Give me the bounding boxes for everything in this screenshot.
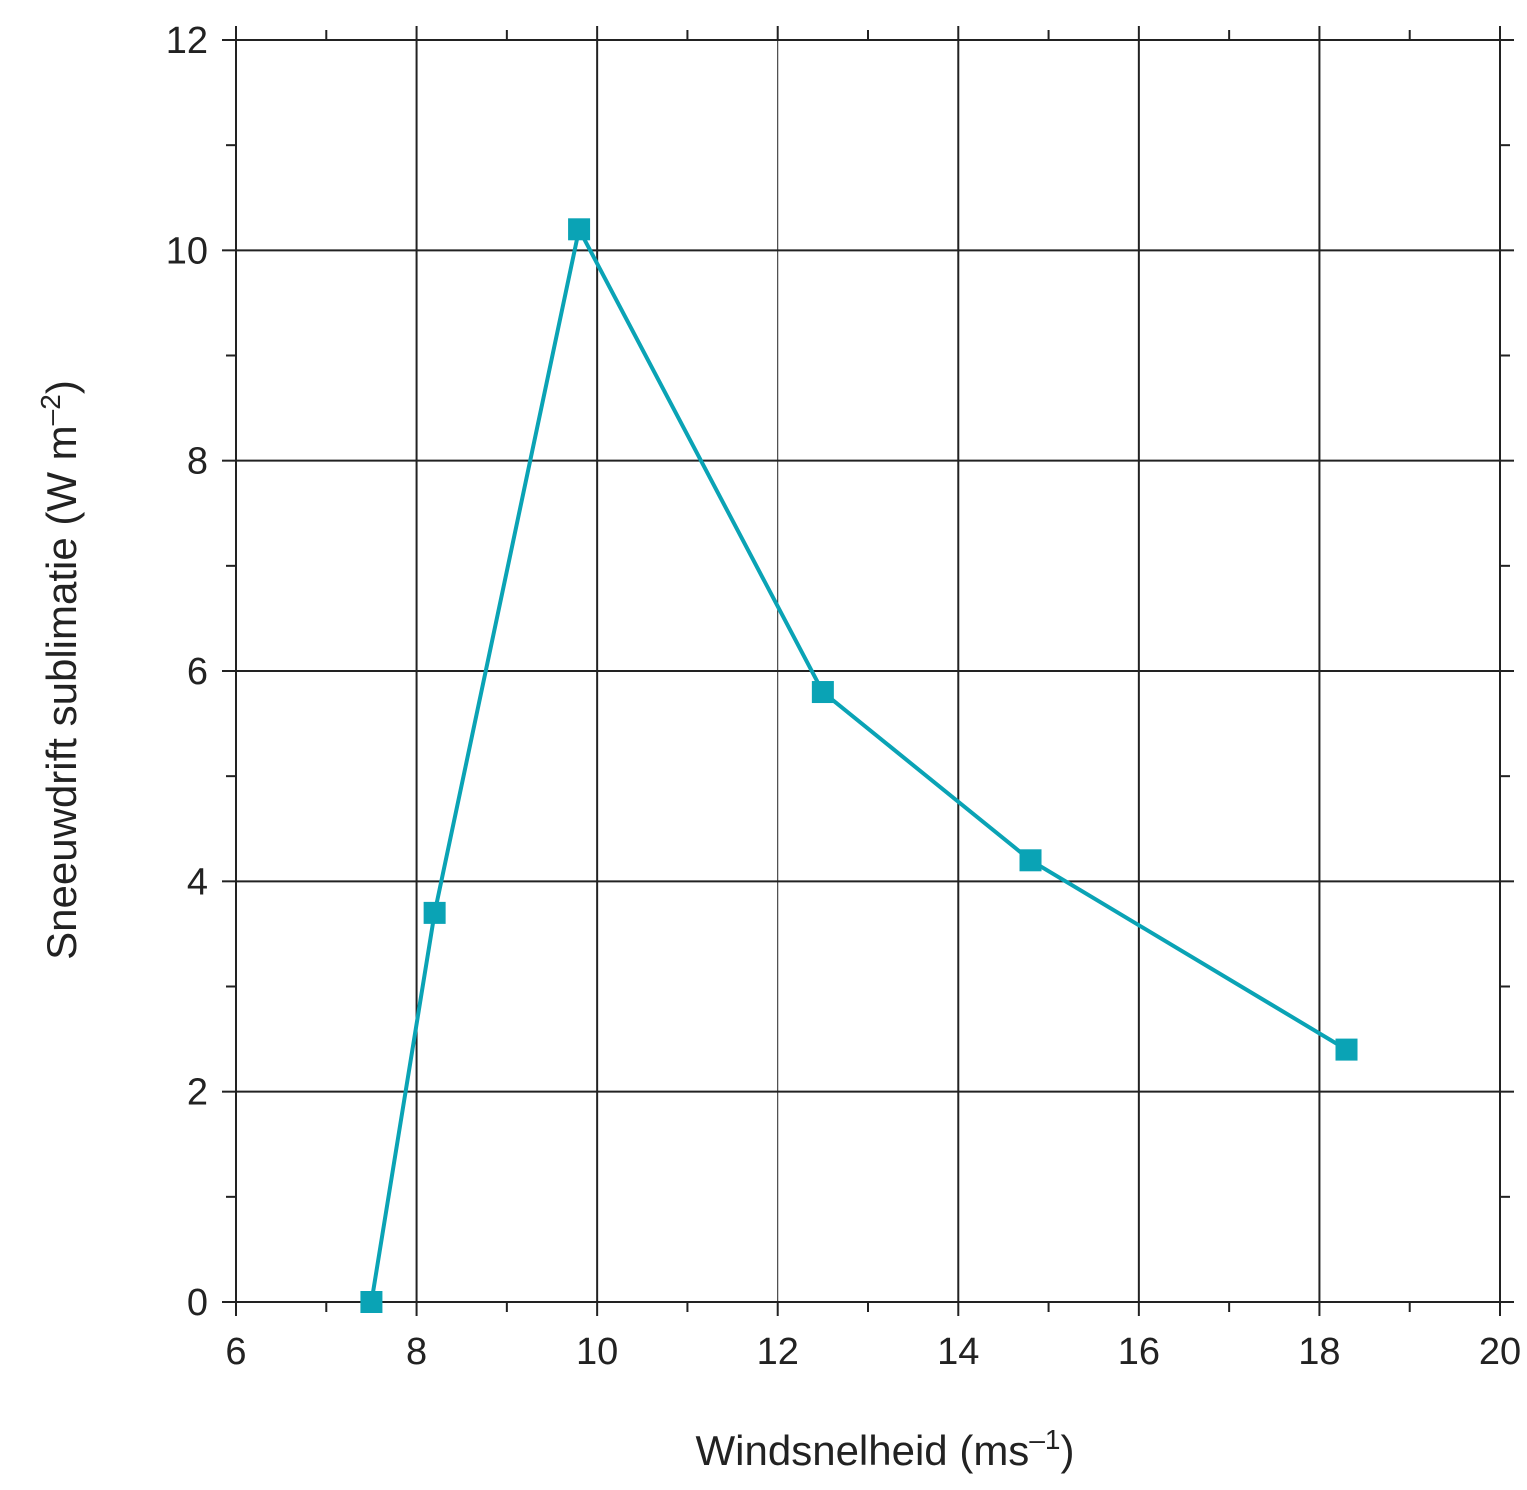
y-tick-label-0: 0 xyxy=(187,1282,208,1324)
axis-ticks xyxy=(222,26,1514,1316)
data-point-marker xyxy=(1019,849,1042,872)
x-axis-title-main: Windsnelheid (ms xyxy=(696,1427,1030,1474)
y-tick-label-4: 4 xyxy=(187,861,208,903)
data-point-marker xyxy=(811,681,834,704)
x-tick-label-20: 20 xyxy=(1479,1331,1521,1373)
y-axis-title-main: Sneeuwdrift sublimatie (W m xyxy=(38,425,85,960)
x-tick-label-12: 12 xyxy=(757,1331,799,1373)
x-axis-title-sup: –1 xyxy=(1029,1424,1060,1455)
data-point-marker xyxy=(423,901,446,924)
series-line xyxy=(369,223,1348,1303)
y-tick-label-2: 2 xyxy=(187,1072,208,1114)
x-tick-label-10: 10 xyxy=(576,1331,618,1373)
data-point-marker xyxy=(360,1291,383,1313)
y-tick-label-6: 6 xyxy=(187,651,208,693)
x-tick-label-18: 18 xyxy=(1298,1331,1340,1373)
data-point-marker xyxy=(568,218,591,241)
data-point-marker xyxy=(1335,1038,1358,1061)
x-tick-label-8: 8 xyxy=(406,1331,427,1373)
y-tick-label-10: 10 xyxy=(166,230,208,272)
y-axis-title-end: ) xyxy=(38,380,85,394)
x-tick-label-6: 6 xyxy=(225,1331,246,1373)
x-tick-labels: 6 8 10 12 14 16 18 20 xyxy=(225,1331,1521,1373)
x-tick-label-16: 16 xyxy=(1118,1331,1160,1373)
y-axis-title-sup: –2 xyxy=(35,394,66,425)
series-layer xyxy=(360,218,1358,1313)
x-axis-title-end: ) xyxy=(1060,1427,1074,1474)
x-tick-label-14: 14 xyxy=(937,1331,979,1373)
x-axis-title: Windsnelheid (ms–1) xyxy=(696,1424,1075,1474)
y-tick-label-8: 8 xyxy=(187,441,208,483)
y-axis-title: Sneeuwdrift sublimatie (W m–2) xyxy=(35,380,85,960)
y-tick-label-12: 12 xyxy=(166,20,208,62)
plot-frame xyxy=(235,39,1501,1303)
grid-lines xyxy=(236,40,1500,1302)
y-tick-labels: 0 2 4 6 8 10 12 xyxy=(166,20,208,1324)
